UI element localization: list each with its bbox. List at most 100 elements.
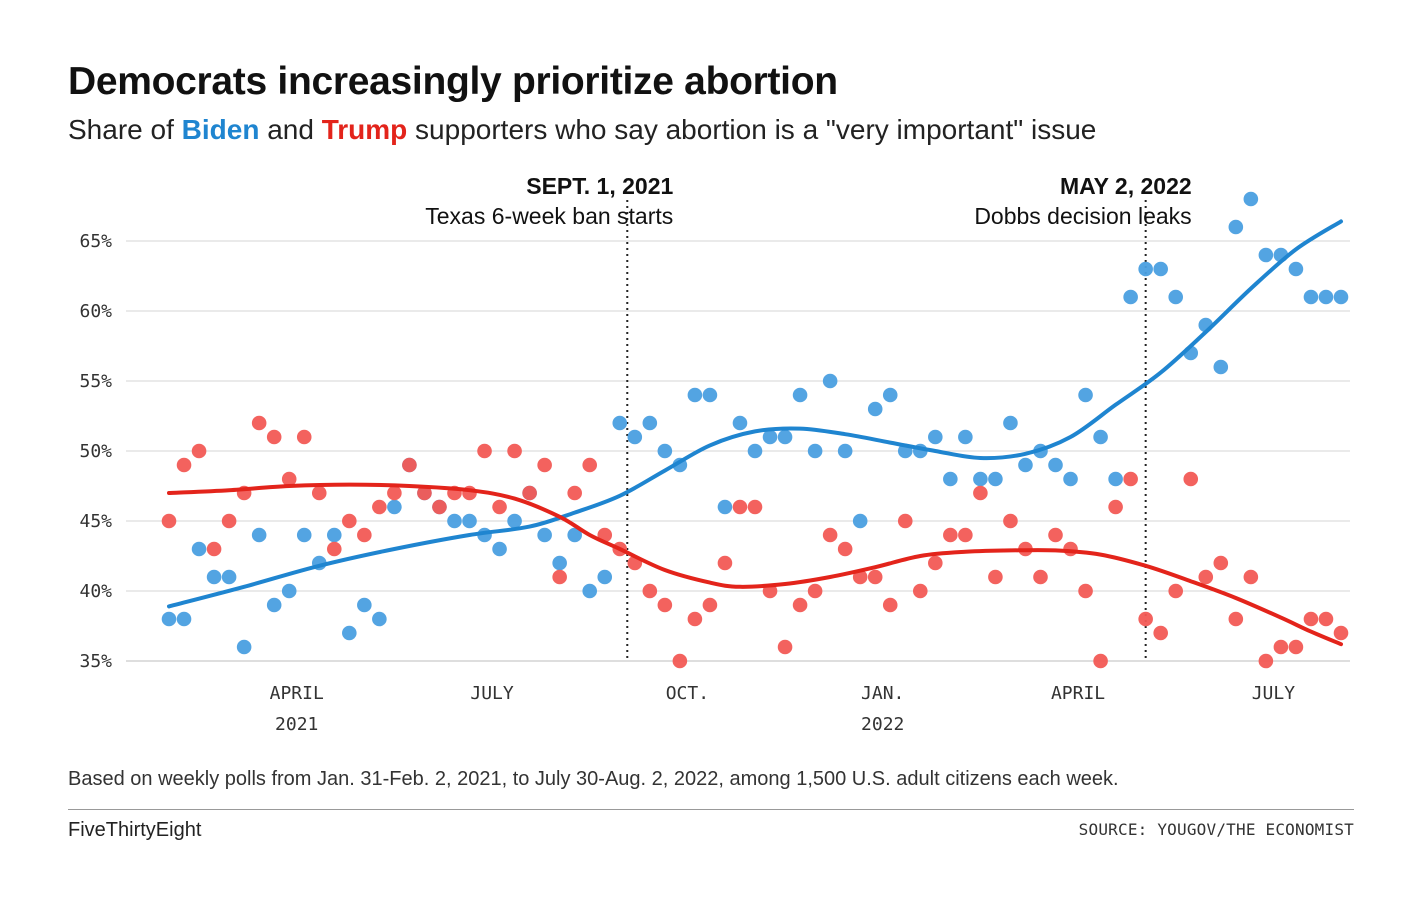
point-biden	[837, 443, 853, 459]
point-trump	[912, 583, 928, 599]
point-trump	[342, 513, 357, 529]
point-biden	[1048, 457, 1063, 473]
point-biden	[1108, 471, 1123, 487]
point-biden	[762, 429, 778, 445]
point-biden	[326, 527, 342, 543]
chart-title: Democrats increasingly prioritize aborti…	[68, 60, 838, 103]
point-biden	[657, 443, 673, 459]
point-trump	[522, 485, 537, 501]
point-biden	[1138, 261, 1153, 277]
point-biden	[507, 513, 522, 529]
point-biden	[777, 429, 793, 445]
x-tick-label: APRIL	[1051, 683, 1105, 704]
point-biden	[1333, 289, 1349, 305]
point-trump	[221, 513, 237, 529]
point-trump	[1258, 653, 1274, 669]
point-trump	[176, 457, 192, 473]
point-trump	[1273, 639, 1289, 655]
point-trump	[372, 499, 387, 515]
point-biden	[1318, 289, 1334, 305]
point-biden	[206, 569, 222, 585]
point-biden	[296, 527, 312, 543]
x-tick-label: JAN.	[861, 683, 904, 704]
point-trump	[642, 583, 658, 599]
point-trump	[1243, 569, 1259, 585]
source-credit: SOURCE: YOUGOV/THE ECONOMIST	[1078, 820, 1354, 839]
trend-line-trump	[167, 482, 1343, 647]
point-biden	[973, 471, 988, 487]
point-trump	[702, 597, 718, 613]
point-biden	[612, 415, 628, 431]
point-biden	[1228, 219, 1244, 235]
point-biden	[342, 625, 357, 641]
point-biden	[447, 513, 462, 529]
point-biden	[943, 471, 958, 487]
annotation-text: Dobbs decision leaks	[974, 203, 1191, 229]
point-trump	[567, 485, 582, 501]
point-trump	[281, 471, 297, 487]
subtitle-and: and	[259, 114, 322, 145]
point-biden	[1258, 247, 1274, 263]
point-trump	[537, 457, 552, 473]
point-trump	[1168, 583, 1184, 599]
point-trump	[747, 499, 763, 515]
point-trump	[792, 597, 808, 613]
chart-subtitle: Share of Biden and Trump supporters who …	[68, 114, 1096, 146]
y-tick-label: 45%	[79, 511, 112, 532]
point-biden	[687, 387, 703, 403]
point-trump	[1048, 527, 1063, 543]
subtitle-suffix: supporters who say abortion is a "very i…	[407, 114, 1097, 145]
point-trump	[1318, 611, 1334, 627]
point-biden	[567, 527, 582, 543]
point-biden	[732, 415, 748, 431]
point-biden	[717, 499, 733, 515]
point-trump	[326, 541, 342, 557]
point-trump	[973, 485, 988, 501]
x-tick-year-label: 2021	[275, 714, 318, 735]
annotation-title: MAY 2, 2022	[1060, 173, 1192, 199]
point-trump	[477, 443, 492, 459]
point-trump	[296, 429, 312, 445]
point-trump	[958, 527, 973, 543]
point-trump	[1183, 471, 1199, 487]
point-biden	[1078, 387, 1093, 403]
point-trump	[928, 555, 943, 571]
point-biden	[1018, 457, 1033, 473]
y-tick-label: 60%	[79, 301, 112, 322]
point-biden	[236, 639, 252, 655]
point-trump	[191, 443, 207, 459]
point-biden	[281, 583, 297, 599]
subtitle-trump: Trump	[321, 114, 408, 145]
x-tick-label: JULY	[1252, 683, 1296, 704]
point-trump	[161, 513, 177, 529]
x-tick-label: JULY	[470, 683, 514, 704]
point-biden	[1213, 359, 1229, 375]
point-trump	[387, 485, 402, 501]
point-trump	[1108, 499, 1123, 515]
footer-divider	[68, 809, 1354, 810]
brand-name: FiveThirtyEight	[68, 819, 202, 841]
y-tick-label: 65%	[79, 231, 112, 252]
y-tick-label: 35%	[79, 651, 112, 672]
trend-line-biden	[167, 219, 1343, 609]
point-biden	[1243, 191, 1259, 207]
point-trump	[582, 457, 598, 473]
annotation-text: Texas 6-week ban starts	[425, 203, 673, 229]
point-trump	[837, 541, 853, 557]
point-biden	[191, 541, 207, 557]
point-biden	[807, 443, 823, 459]
point-trump	[777, 639, 793, 655]
point-trump	[1198, 569, 1214, 585]
point-biden	[852, 513, 868, 529]
point-biden	[597, 569, 613, 585]
point-trump	[1303, 611, 1319, 627]
point-biden	[1303, 289, 1319, 305]
point-biden	[552, 555, 567, 571]
point-trump	[432, 499, 447, 515]
subtitle-biden: Biden	[181, 114, 260, 145]
point-trump	[417, 485, 432, 501]
point-biden	[582, 583, 598, 599]
point-trump	[882, 597, 898, 613]
point-biden	[867, 401, 883, 417]
chart-plot: 35% 40% 45% 50% 55% 60% 65% APRIL 2021 JULY OCT. JA…	[79, 173, 1350, 735]
